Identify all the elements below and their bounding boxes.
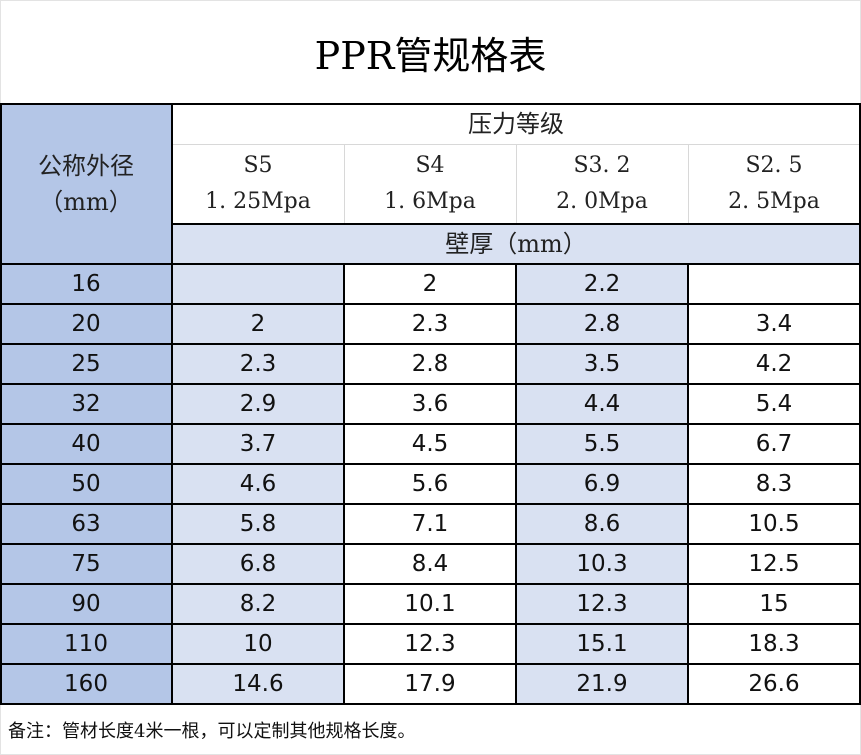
diameter-cell: 75 [0, 544, 172, 584]
border-line [0, 423, 861, 425]
thickness-cell: 3.6 [344, 384, 516, 424]
thickness-cell: 10 [172, 624, 344, 664]
thickness-cell: 2.9 [172, 384, 344, 424]
diameter-cell: 20 [0, 304, 172, 344]
border-line [0, 583, 861, 585]
thickness-cell: 4.2 [688, 344, 860, 384]
grade-series: S5 [243, 153, 273, 178]
border-line [0, 303, 861, 305]
border-line [0, 263, 861, 265]
border-line [343, 263, 345, 705]
thickness-cell: 7.1 [344, 504, 516, 544]
border-line [859, 103, 861, 705]
grade-pressure: 2. 5Mpa [728, 189, 820, 214]
diameter-header: 公称外径 （mm） [0, 104, 172, 264]
thickness-cell: 2.3 [344, 304, 516, 344]
pressure-group-header: 压力等级 [172, 104, 860, 144]
border-line [0, 623, 861, 625]
border-line [0, 383, 861, 385]
thickness-cell: 15.1 [516, 624, 688, 664]
thickness-cell: 17.9 [344, 664, 516, 704]
thickness-cell: 21.9 [516, 664, 688, 704]
thickness-cell: 26.6 [688, 664, 860, 704]
grade-pressure: 1. 6Mpa [384, 189, 476, 214]
thickness-cell: 12.3 [344, 624, 516, 664]
grade-header-s4: S4 1. 6Mpa [344, 144, 516, 224]
thickness-cell: 3.4 [688, 304, 860, 344]
grade-header-s5: S5 1. 25Mpa [172, 144, 344, 224]
grade-series: S4 [415, 153, 445, 178]
thickness-cell: 2 [344, 264, 516, 304]
grade-header-s3-2: S3. 2 2. 0Mpa [516, 144, 688, 224]
diameter-cell: 25 [0, 344, 172, 384]
diameter-cell: 16 [0, 264, 172, 304]
grade-header-s2-5: S2. 5 2. 5Mpa [688, 144, 860, 224]
thickness-cell: 4.4 [516, 384, 688, 424]
divider [688, 144, 689, 224]
border-line [0, 343, 861, 345]
diameter-cell: 63 [0, 504, 172, 544]
thickness-cell: 2.3 [172, 344, 344, 384]
footnote: 备注：管材长度4米一根，可以定制其他规格长度。 [8, 720, 416, 742]
thickness-cell: 3.5 [516, 344, 688, 384]
thickness-cell: 5.8 [172, 504, 344, 544]
border-line [0, 503, 861, 505]
thickness-cell: 2.8 [516, 304, 688, 344]
thickness-cell: 6.8 [172, 544, 344, 584]
border-line [0, 103, 861, 105]
border-line [0, 103, 2, 705]
thickness-cell: 8.4 [344, 544, 516, 584]
border-line [171, 103, 173, 705]
grade-series: S2. 5 [745, 153, 803, 178]
thickness-cell: 18.3 [688, 624, 860, 664]
divider [344, 144, 345, 224]
border-line [515, 263, 517, 705]
diameter-cell: 50 [0, 464, 172, 504]
thickness-cell: 6.7 [688, 424, 860, 464]
diameter-unit: （mm） [39, 188, 133, 216]
thickness-cell: 3.7 [172, 424, 344, 464]
border-line [687, 263, 689, 705]
divider [516, 144, 517, 224]
diameter-cell: 32 [0, 384, 172, 424]
thickness-cell: 12.5 [688, 544, 860, 584]
thickness-cell: 14.6 [172, 664, 344, 704]
diameter-cell: 40 [0, 424, 172, 464]
thickness-cell: 4.5 [344, 424, 516, 464]
border-line [0, 543, 861, 545]
thickness-cell: 5.5 [516, 424, 688, 464]
diameter-cell: 110 [0, 624, 172, 664]
diameter-cell: 160 [0, 664, 172, 704]
border-line [172, 223, 861, 225]
thickness-cell [172, 264, 344, 304]
thickness-cell: 5.6 [344, 464, 516, 504]
thickness-cell: 8.3 [688, 464, 860, 504]
thickness-cell: 10.1 [344, 584, 516, 624]
diameter-label: 公称外径 [38, 152, 134, 180]
grade-pressure: 2. 0Mpa [556, 189, 648, 214]
thickness-cell: 4.6 [172, 464, 344, 504]
border-line [0, 703, 861, 705]
page-title: PPR管规格表 [314, 33, 547, 78]
thickness-cell: 12.3 [516, 584, 688, 624]
thickness-cell: 15 [688, 584, 860, 624]
border-line [0, 463, 861, 465]
wall-thickness-header: 壁厚（mm） [172, 224, 860, 264]
grade-pressure: 1. 25Mpa [205, 189, 311, 214]
thickness-cell: 5.4 [688, 384, 860, 424]
thickness-cell [688, 264, 860, 304]
thickness-cell: 2.8 [344, 344, 516, 384]
thickness-cell: 10.3 [516, 544, 688, 584]
border-line [0, 663, 861, 665]
thickness-cell: 2.2 [516, 264, 688, 304]
thickness-cell: 2 [172, 304, 344, 344]
grade-series: S3. 2 [573, 153, 631, 178]
thickness-cell: 8.6 [516, 504, 688, 544]
diameter-cell: 90 [0, 584, 172, 624]
thickness-cell: 8.2 [172, 584, 344, 624]
thickness-cell: 10.5 [688, 504, 860, 544]
thickness-cell: 6.9 [516, 464, 688, 504]
